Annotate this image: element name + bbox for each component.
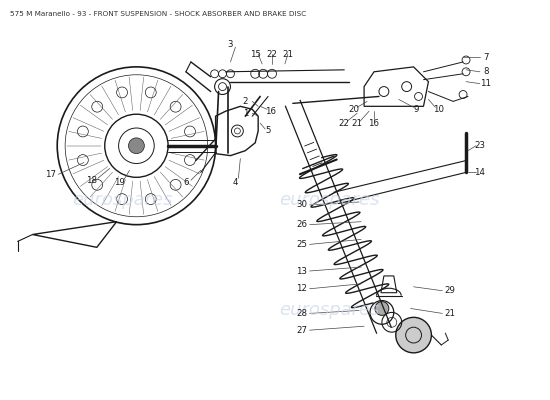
Text: 8: 8 <box>483 67 488 76</box>
Text: 28: 28 <box>296 309 307 318</box>
Text: 18: 18 <box>86 176 97 185</box>
Text: 14: 14 <box>475 168 486 177</box>
Text: eurospares: eurospares <box>279 191 379 209</box>
Text: 12: 12 <box>296 284 307 293</box>
Text: 25: 25 <box>296 240 307 249</box>
Circle shape <box>375 302 389 315</box>
Text: 22: 22 <box>339 118 350 128</box>
Text: 23: 23 <box>475 141 486 150</box>
Text: 1: 1 <box>243 109 248 118</box>
Text: 21: 21 <box>445 309 456 318</box>
Text: 20: 20 <box>349 105 360 114</box>
Text: 16: 16 <box>368 118 379 128</box>
Text: eurospares: eurospares <box>72 191 173 209</box>
Circle shape <box>396 317 431 353</box>
Text: 29: 29 <box>445 286 455 295</box>
Text: 26: 26 <box>296 220 307 229</box>
Text: 16: 16 <box>265 107 276 116</box>
Text: eurospares: eurospares <box>279 302 379 320</box>
Text: 5: 5 <box>265 126 271 136</box>
Text: 21: 21 <box>282 50 293 58</box>
Text: 15: 15 <box>250 50 261 58</box>
Text: 11: 11 <box>480 79 491 88</box>
Text: 2: 2 <box>243 97 248 106</box>
Text: 3: 3 <box>228 40 233 49</box>
Text: 27: 27 <box>296 326 307 335</box>
Circle shape <box>129 138 144 154</box>
Text: 10: 10 <box>433 105 444 114</box>
Text: 13: 13 <box>296 266 307 276</box>
Text: 9: 9 <box>414 105 419 114</box>
Text: 4: 4 <box>233 178 238 187</box>
Text: 19: 19 <box>114 178 125 187</box>
Text: 575 M Maranello - 93 - FRONT SUSPENSION - SHOCK ABSORBER AND BRAKE DISC: 575 M Maranello - 93 - FRONT SUSPENSION … <box>10 11 306 17</box>
Text: 30: 30 <box>296 200 307 210</box>
Text: 17: 17 <box>45 170 56 179</box>
Text: 22: 22 <box>267 50 278 58</box>
Text: 6: 6 <box>183 178 189 187</box>
Text: 21: 21 <box>351 118 362 128</box>
Text: 7: 7 <box>483 52 488 62</box>
